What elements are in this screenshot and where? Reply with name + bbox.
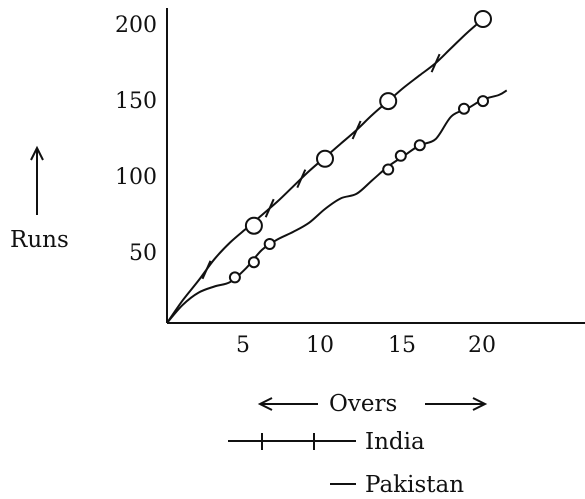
- pakistan-point-3: [263, 238, 276, 250]
- pakistan-line: [166, 89, 508, 324]
- india-wicket-tick-4: [351, 120, 362, 140]
- pakistan-point-5: [394, 149, 407, 162]
- legend-india-swatch: [228, 433, 356, 450]
- pakistan-point-8: [477, 95, 489, 108]
- india-wicket-tick-3: [296, 169, 307, 189]
- x-tick-label-10: 10: [306, 333, 334, 358]
- pakistan-point-7: [458, 102, 470, 115]
- series-layer: [166, 10, 508, 324]
- x-tick-label-15: 15: [388, 333, 416, 358]
- india-point-2: [316, 149, 334, 168]
- india-wicket-tick-1: [201, 260, 212, 280]
- x-tick-label-5: 5: [236, 333, 250, 358]
- x-tick-label-20: 20: [468, 333, 496, 358]
- pakistan-point-2: [247, 256, 260, 269]
- y-tick-label-200: 200: [115, 13, 157, 38]
- india-wicket-tick-2: [264, 198, 275, 218]
- pakistan-point-1: [228, 271, 241, 284]
- india-point-3: [379, 92, 398, 111]
- pakistan-point-6: [413, 139, 426, 152]
- pakistan-point-4: [382, 163, 395, 176]
- x-axis-label: Overs: [329, 391, 397, 417]
- y-tick-label-50: 50: [129, 241, 157, 266]
- right-arrow-icon: [425, 397, 488, 411]
- india-wicket-tick-5: [430, 53, 441, 73]
- legend-pakistan-label: Pakistan: [365, 472, 464, 498]
- left-arrow-icon: [257, 397, 318, 411]
- y-axis-label: Runs: [10, 227, 69, 253]
- up-arrow-icon: [30, 145, 44, 215]
- india-point-4: [474, 10, 492, 28]
- india-point-1: [244, 216, 263, 235]
- y-tick-label-150: 150: [115, 89, 157, 114]
- y-tick-label-100: 100: [115, 165, 157, 190]
- legend-india-label: India: [365, 429, 425, 455]
